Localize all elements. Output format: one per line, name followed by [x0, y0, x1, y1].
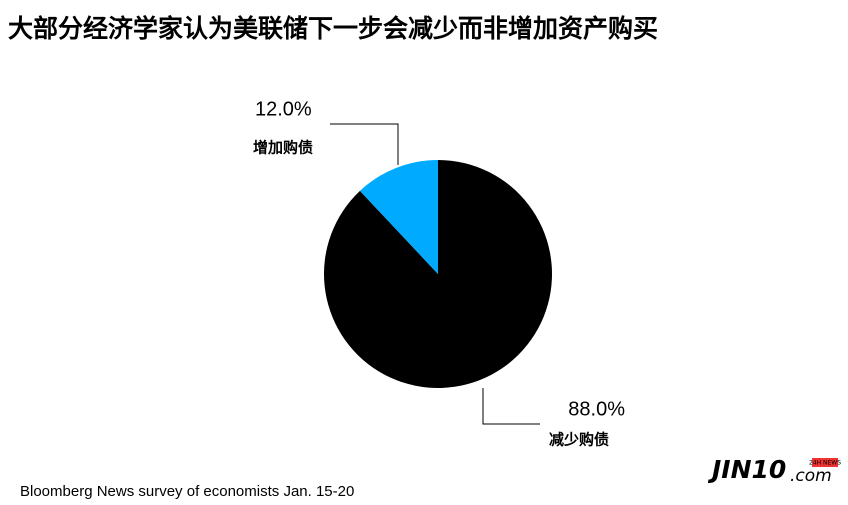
watermark-badge: 24H NEWS — [809, 460, 841, 467]
leader-line — [330, 123, 399, 165]
pie-slice — [359, 160, 438, 274]
slice-label: 减少购债 — [549, 431, 609, 449]
watermark-brand: JIN10 — [707, 455, 786, 484]
value-label: 12.0% — [255, 98, 312, 120]
watermark-badge-bg — [812, 458, 838, 467]
leader-line — [482, 388, 540, 425]
watermark: JIN10 .com 24H NEWS — [707, 455, 841, 486]
slice-label: 增加购债 — [253, 139, 313, 157]
value-label: 88.0% — [568, 398, 625, 420]
chart-title: 大部分经济学家认为美联储下一步会减少而非增加资产购买 — [8, 14, 658, 43]
source: Bloomberg News survey of economists Jan.… — [20, 483, 354, 500]
watermark-suffix: .com — [790, 466, 832, 486]
